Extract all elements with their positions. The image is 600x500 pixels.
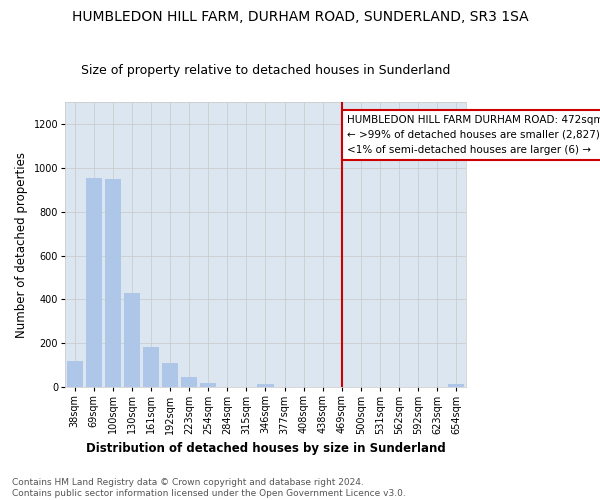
Bar: [162, 362, 178, 388]
Title: Size of property relative to detached houses in Sunderland: Size of property relative to detached ho…: [81, 64, 450, 77]
Bar: [143, 346, 159, 388]
Text: Contains HM Land Registry data © Crown copyright and database right 2024.
Contai: Contains HM Land Registry data © Crown c…: [12, 478, 406, 498]
Bar: [65, 102, 466, 388]
Text: HUMBLEDON HILL FARM DURHAM ROAD: 472sqm
← >99% of detached houses are smaller (2: HUMBLEDON HILL FARM DURHAM ROAD: 472sqm …: [347, 115, 600, 154]
Bar: [181, 378, 197, 388]
X-axis label: Distribution of detached houses by size in Sunderland: Distribution of detached houses by size …: [86, 442, 445, 455]
Bar: [448, 384, 464, 388]
Bar: [105, 178, 121, 388]
Text: HUMBLEDON HILL FARM, DURHAM ROAD, SUNDERLAND, SR3 1SA: HUMBLEDON HILL FARM, DURHAM ROAD, SUNDER…: [71, 10, 529, 24]
Bar: [124, 293, 140, 388]
Bar: [86, 178, 102, 388]
Bar: [67, 361, 83, 388]
Y-axis label: Number of detached properties: Number of detached properties: [15, 152, 28, 338]
Bar: [257, 384, 274, 388]
Bar: [200, 383, 217, 388]
